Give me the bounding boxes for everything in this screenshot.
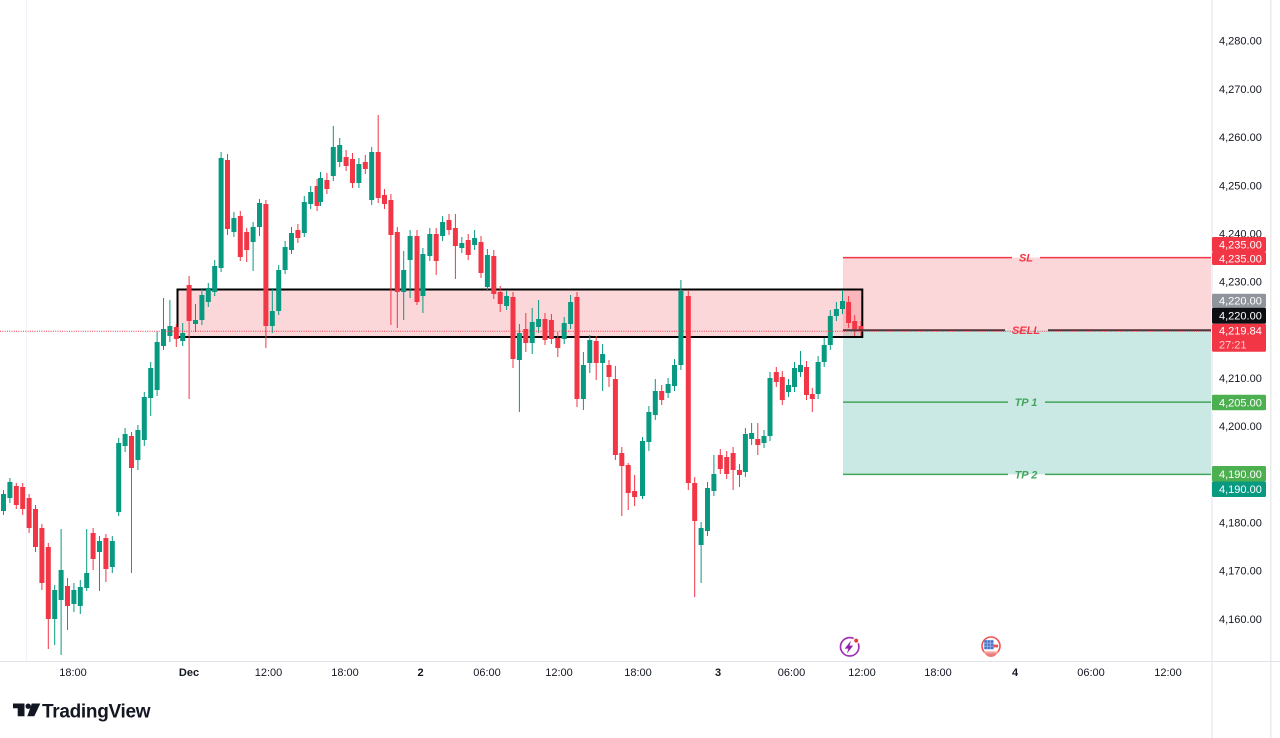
svg-text:06:00: 06:00 <box>1077 667 1105 679</box>
svg-text:4,235.00: 4,235.00 <box>1219 240 1262 252</box>
svg-text:4,230.00: 4,230.00 <box>1219 277 1262 289</box>
svg-text:4,210.00: 4,210.00 <box>1219 373 1262 385</box>
svg-text:4,160.00: 4,160.00 <box>1219 614 1262 626</box>
svg-text:18:00: 18:00 <box>59 667 87 679</box>
svg-text:4: 4 <box>1012 667 1019 679</box>
svg-text:4,180.00: 4,180.00 <box>1219 518 1262 530</box>
svg-text:4,205.00: 4,205.00 <box>1219 398 1262 410</box>
svg-text:2: 2 <box>417 667 423 679</box>
svg-text:27:21: 27:21 <box>1219 340 1247 352</box>
svg-text:Dec: Dec <box>179 667 199 679</box>
svg-text:4,235.00: 4,235.00 <box>1219 254 1262 266</box>
svg-text:4,260.00: 4,260.00 <box>1219 132 1262 144</box>
svg-text:4,250.00: 4,250.00 <box>1219 180 1262 192</box>
svg-text:12:00: 12:00 <box>545 667 573 679</box>
svg-text:4,190.00: 4,190.00 <box>1219 469 1262 481</box>
svg-text:4,270.00: 4,270.00 <box>1219 84 1262 96</box>
svg-text:4,280.00: 4,280.00 <box>1219 36 1262 48</box>
svg-text:4,170.00: 4,170.00 <box>1219 566 1262 578</box>
svg-text:4,220.00: 4,220.00 <box>1219 311 1262 323</box>
svg-text:3: 3 <box>715 667 721 679</box>
svg-text:12:00: 12:00 <box>255 667 283 679</box>
svg-text:18:00: 18:00 <box>331 667 359 679</box>
svg-text:TP 2: TP 2 <box>1015 469 1038 481</box>
svg-text:TP 1: TP 1 <box>1015 397 1038 409</box>
svg-text:4,190.00: 4,190.00 <box>1219 484 1262 496</box>
svg-text:06:00: 06:00 <box>473 667 501 679</box>
svg-text:TradingView: TradingView <box>42 702 151 723</box>
svg-text:18:00: 18:00 <box>924 667 952 679</box>
svg-text:06:00: 06:00 <box>778 667 806 679</box>
svg-text:4,220.00: 4,220.00 <box>1219 296 1262 308</box>
svg-text:4,200.00: 4,200.00 <box>1219 421 1262 433</box>
svg-text:12:00: 12:00 <box>1154 667 1182 679</box>
svg-text:4,219.84: 4,219.84 <box>1219 326 1262 338</box>
svg-text:SL: SL <box>1019 253 1033 265</box>
svg-text:18:00: 18:00 <box>624 667 652 679</box>
svg-text:12:00: 12:00 <box>848 667 876 679</box>
